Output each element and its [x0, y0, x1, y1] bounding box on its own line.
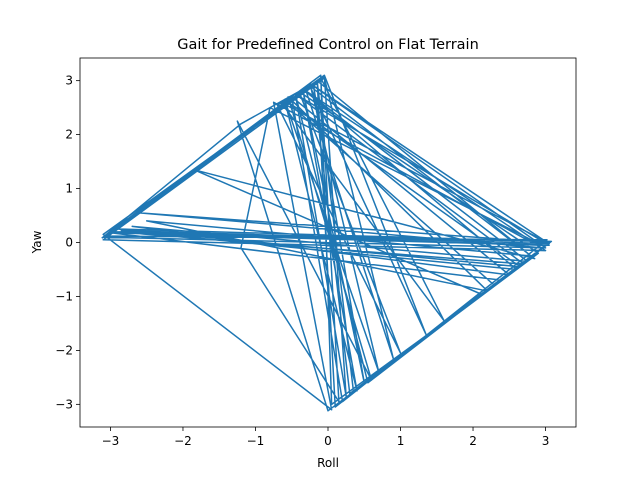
x-tick-label: 3	[542, 434, 550, 448]
y-axis-label: Yaw	[30, 230, 44, 254]
plot-series	[101, 74, 553, 412]
x-tick-label: −1	[247, 434, 265, 448]
x-tick-label: −2	[174, 434, 192, 448]
x-tick-label: 2	[469, 434, 477, 448]
x-tick-label: −3	[102, 434, 120, 448]
chart-title: Gait for Predefined Control on Flat Terr…	[177, 37, 479, 53]
series-line-0	[101, 74, 553, 412]
x-ticks: −3 −2 −1 0 1 2 3	[102, 427, 550, 448]
y-tick-label: −2	[55, 343, 73, 357]
y-tick-label: −1	[55, 289, 73, 303]
x-tick-label: 0	[324, 434, 332, 448]
y-tick-label: 2	[65, 128, 73, 142]
y-tick-label: 3	[65, 74, 73, 88]
y-tick-label: 1	[65, 182, 73, 196]
y-tick-label: −3	[55, 397, 73, 411]
y-tick-label: 0	[65, 236, 73, 250]
x-axis-label: Roll	[317, 456, 339, 470]
y-ticks: −3 −2 −1 0 1 2 3	[55, 74, 80, 411]
x-tick-label: 1	[397, 434, 405, 448]
